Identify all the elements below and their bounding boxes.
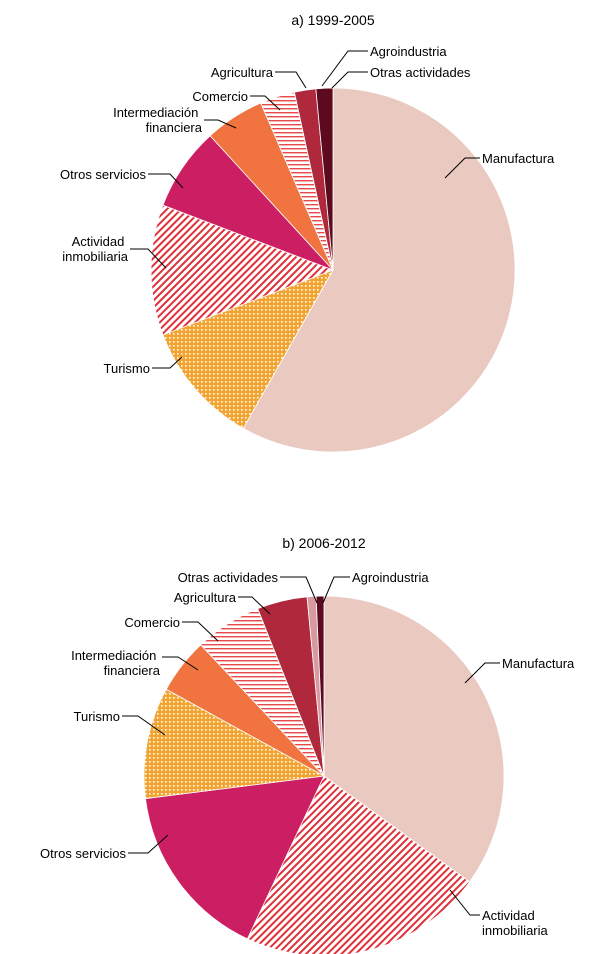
slice-label-agricultura-b: Agricultura [174,590,237,605]
slice-label-comercio-a: Comercio [192,89,248,104]
slice-label-intermediacion-b: Intermediación financiera [71,648,161,678]
pie-slice-otras-actividades-a [315,87,334,271]
slice-label-otras-actividades-a: Otras actividades [370,65,471,80]
slice-label-turismo-a: Turismo [104,361,150,376]
label-otros-servicios-b: Otros servicios [40,834,169,861]
label-turismo-b: Turismo [74,709,166,736]
label-otras-actividades-b: Otras actividades [178,570,318,604]
label-agricultura-b: Agricultura [174,590,271,615]
slice-label-actividad-b-line1: Actividad [482,908,535,923]
slice-label-intermediacion-a-line1: Intermediación [113,105,198,120]
slice-label-agricultura-a: Agricultura [211,65,274,80]
pie-slice-actividad-inmobiliaria-b [246,775,471,954]
pie-chart-2006-2012: b) 2006-2012 Manufactura Actividad inmob… [40,535,575,954]
slice-label-actividad-b-line2: inmobiliaria [482,923,549,938]
pie-slice-manufactura-b [323,595,505,883]
slice-label-actividad-inmobiliaria-b: Actividad inmobiliaria [482,908,549,938]
slice-label-otras-actividades-b: Otras actividades [178,570,279,585]
chart-title-b: b) 2006-2012 [282,535,366,551]
slice-label-agroindustria-a: Agroindustria [370,44,447,59]
slice-label-otros-servicios-a: Otros servicios [60,167,146,182]
slice-label-actividad-a-line2: inmobiliaria [62,249,129,264]
slice-label-actividad-inmobiliaria-a: Actividad inmobiliaria [62,234,129,264]
label-intermediacion-financiera-a: Intermediación financiera [113,105,237,135]
pie-slice-turismo-a [162,269,334,429]
label-intermediacion-financiera-b: Intermediación financiera [71,648,199,678]
slice-label-comercio-b: Comercio [124,615,180,630]
label-manufactura-a: Manufactura [444,151,555,179]
slice-label-intermediacion-b-line1: Intermediación [71,648,156,663]
pie-slice-agroindustria-b [315,595,325,777]
label-actividad-inmobiliaria-b: Actividad inmobiliaria [449,889,549,938]
label-comercio-a: Comercio [192,89,281,111]
pie-slice-actividad-inmobiliaria-a [150,204,335,336]
pie-slice-otros-servicios-b [144,775,325,940]
label-agricultura-a: Agricultura [211,65,307,89]
label-turismo-a: Turismo [104,356,183,376]
pie-slice-manufactura-a [242,87,516,453]
label-otros-servicios-a: Otros servicios [60,167,184,189]
pie-chart-1999-2005: a) 1999-2005 Manufactura Turismo Activid… [60,12,555,453]
slice-label-manufactura-a: Manufactura [482,151,555,166]
label-agroindustria-a: Agroindustria [321,44,447,87]
pie-b-slices [143,595,505,954]
label-otras-actividades-a: Otras actividades [331,65,471,89]
slice-label-intermediacion-a-line2: financiera [146,120,203,135]
label-agroindustria-b: Agroindustria [322,570,429,604]
chart-title-a: a) 1999-2005 [291,12,375,28]
label-comercio-b: Comercio [124,615,219,642]
label-manufactura-b: Manufactura [464,656,575,684]
slice-label-manufactura-b: Manufactura [502,656,575,671]
slice-label-intermediacion-b-line2: financiera [104,663,161,678]
slice-label-otros-servicios-b: Otros servicios [40,846,126,861]
slice-label-actividad-a-line1: Actividad [72,234,125,249]
slice-label-intermediacion-a: Intermediación financiera [113,105,203,135]
pie-a-slices [150,87,516,453]
label-actividad-inmobiliaria-a: Actividad inmobiliaria [62,234,167,269]
slice-label-agroindustria-b: Agroindustria [352,570,429,585]
pie-slice-turismo-b [143,688,326,800]
slice-label-turismo-b: Turismo [74,709,120,724]
